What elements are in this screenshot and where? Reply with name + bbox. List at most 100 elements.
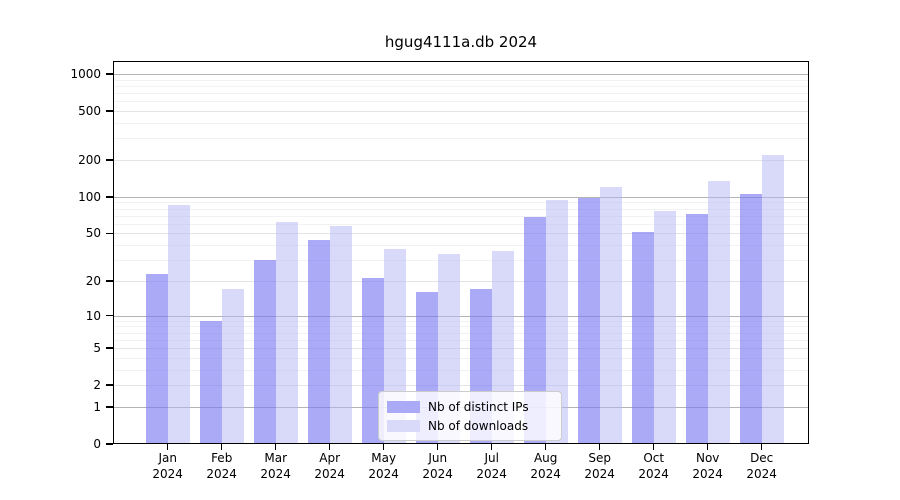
legend-swatch-downloads [387, 419, 420, 432]
gridline-minor [113, 260, 809, 262]
x-axis-tick [490, 444, 493, 450]
x-axis-year-label: 2024 [206, 467, 237, 481]
x-axis-year-label: 2024 [152, 467, 183, 481]
gridline-minor [113, 202, 809, 204]
bar-downloads [221, 289, 244, 444]
x-axis-tick [382, 444, 385, 450]
legend-label: Nb of downloads [428, 418, 529, 433]
gridline-minor [113, 208, 809, 210]
y-axis-tick-label: 20 [85, 273, 101, 288]
bar-downloads [761, 154, 784, 444]
x-axis-tick [328, 444, 331, 450]
gridline-minor [113, 223, 809, 225]
y-axis-tick-label: 500 [78, 104, 101, 119]
gridline-minor [113, 138, 809, 140]
legend-swatch-distinct-ips [387, 400, 420, 413]
gridline-minor [113, 215, 809, 217]
x-axis-month-label: Jun [428, 451, 448, 465]
gridline-major [113, 160, 809, 162]
x-axis-year-label: 2024 [530, 467, 561, 481]
x-axis-year-label: 2024 [260, 467, 291, 481]
x-axis-year-label: 2024 [746, 467, 777, 481]
legend-row: Nb of distinct IPs [387, 397, 551, 416]
bar-downloads [653, 211, 676, 444]
x-axis-month-label: Jan [158, 451, 177, 465]
x-axis-tick [598, 444, 601, 450]
plot-area [113, 61, 809, 444]
gridline-minor [113, 93, 809, 95]
bar-downloads [329, 225, 352, 444]
legend-label: Nb of distinct IPs [428, 399, 529, 414]
gridline-major [113, 111, 809, 113]
gridline-minor [113, 357, 809, 359]
gridline-minor [113, 332, 809, 334]
bar-distinct-ips [631, 232, 654, 444]
y-axis-tick-label: 100 [78, 189, 101, 204]
y-axis-tick [106, 406, 113, 408]
gridline-major [113, 233, 809, 235]
gridline-minor [113, 245, 809, 247]
bar-distinct-ips [685, 214, 708, 444]
x-axis-year-label: 2024 [476, 467, 507, 481]
gridline-minor [113, 320, 809, 322]
gridline-decade [113, 315, 809, 317]
bar-downloads [545, 200, 568, 444]
y-axis-tick [106, 73, 113, 75]
x-axis-tick [544, 444, 547, 450]
x-axis-tick [166, 444, 169, 450]
x-axis-month-label: May [371, 451, 397, 465]
chart-title: hgug4111a.db 2024 [384, 33, 538, 51]
bar-distinct-ips [145, 273, 168, 444]
bar-distinct-ips [253, 260, 276, 444]
gridline-minor [113, 326, 809, 328]
bar-distinct-ips [307, 240, 330, 444]
x-axis-month-label: Mar [264, 451, 287, 465]
y-axis-tick [106, 314, 113, 317]
x-axis-year-label: 2024 [368, 467, 399, 481]
x-axis-tick [274, 444, 277, 450]
gridline-minor [113, 85, 809, 87]
y-axis-tick-label: 2 [93, 378, 101, 393]
x-axis-year-label: 2024 [692, 467, 723, 481]
gridline-minor [113, 123, 809, 125]
y-axis-tick [106, 280, 113, 282]
gridline-major [113, 280, 809, 282]
legend: Nb of distinct IPs Nb of downloads [378, 391, 562, 441]
y-axis-tick [106, 443, 113, 445]
x-axis-year-label: 2024 [314, 467, 345, 481]
y-axis-tick [106, 110, 113, 112]
gridline-major [113, 385, 809, 387]
bar-downloads [599, 186, 622, 444]
bar-downloads [275, 222, 298, 444]
gridline-minor [113, 101, 809, 103]
gridline-minor [113, 339, 809, 341]
y-axis-tick [106, 232, 113, 235]
x-axis-tick [760, 444, 763, 450]
y-axis-tick [106, 159, 113, 161]
x-axis-month-label: Apr [319, 451, 341, 465]
x-axis-month-label: Nov [695, 451, 720, 465]
x-axis-year-label: 2024 [584, 467, 615, 481]
gridline-major [113, 348, 809, 350]
bar-distinct-ips [523, 217, 546, 444]
y-axis-tick-label: 0 [93, 437, 101, 451]
x-axis-month-label: Feb [211, 451, 233, 465]
x-axis-month-label: Oct [643, 451, 665, 465]
y-axis-tick-label: 1 [93, 399, 101, 414]
x-axis-month-label: Jul [484, 451, 499, 465]
y-axis-tick-label: 200 [78, 153, 101, 168]
bar-distinct-ips [199, 320, 222, 444]
x-axis-tick [436, 444, 439, 450]
y-axis-tick-label: 10 [85, 308, 101, 323]
bar-downloads [167, 205, 190, 444]
x-axis-year-label: 2024 [422, 467, 453, 481]
gridline-decade [113, 74, 809, 76]
x-axis-tick [220, 444, 223, 450]
x-axis-tick [706, 444, 709, 450]
y-axis-tick-label: 5 [93, 341, 101, 356]
x-axis-month-label: Aug [533, 451, 558, 465]
legend-row: Nb of downloads [387, 416, 551, 435]
y-axis-tick [106, 384, 113, 386]
y-axis-tick-label: 1000 [70, 67, 101, 82]
